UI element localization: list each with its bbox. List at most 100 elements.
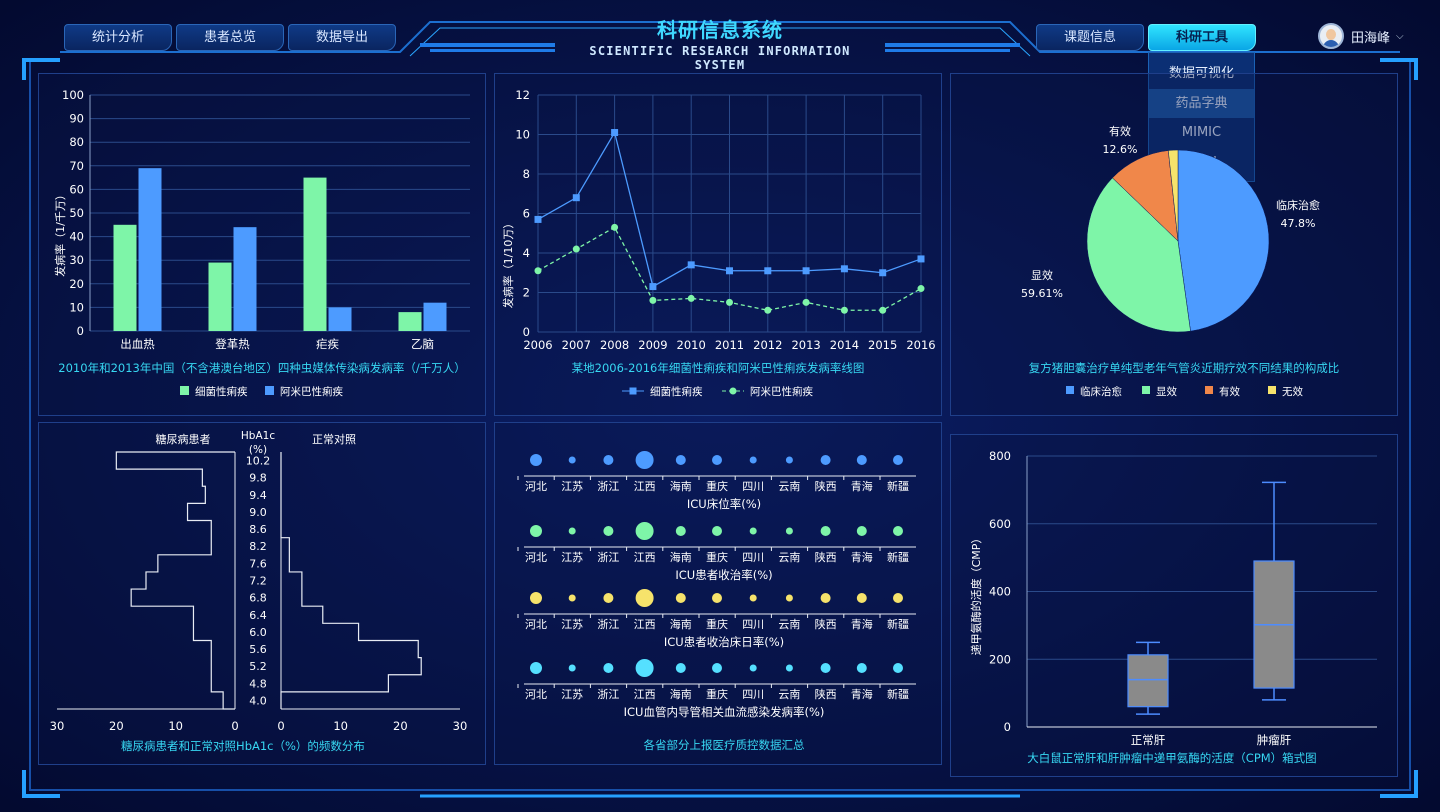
data-point xyxy=(726,298,733,306)
y-tick-label: 30 xyxy=(69,253,84,267)
menu-item-drug-dictionary[interactable]: 药品字典 xyxy=(1149,88,1254,118)
x-tick-label: 10 xyxy=(333,719,348,733)
bar xyxy=(303,177,327,331)
x-tick-label: 2006 xyxy=(523,338,552,352)
x-tick-label: 陕西 xyxy=(815,479,837,493)
dot-chart-title: 各省部分上报医疗质控数据汇总 xyxy=(644,738,805,752)
y-tick-label: 9.0 xyxy=(249,506,267,519)
line-chart-ylabel: 发病率（1/10万） xyxy=(501,218,515,309)
data-point xyxy=(785,527,793,535)
y-tick-label: 6.4 xyxy=(249,609,267,622)
data-point xyxy=(917,285,925,293)
x-tick-label: 乙脑 xyxy=(411,337,434,351)
y-tick-label: 8.6 xyxy=(249,523,267,536)
x-tick-label: 江苏 xyxy=(561,618,583,631)
x-tick-label: 河北 xyxy=(525,618,547,631)
data-point xyxy=(611,129,619,137)
legend-swatch xyxy=(1268,386,1276,394)
data-point xyxy=(712,663,722,673)
data-point xyxy=(675,593,686,603)
bar xyxy=(208,262,232,331)
x-tick-label: 云南 xyxy=(778,480,800,493)
x-tick-label: 江西 xyxy=(634,480,656,493)
data-point xyxy=(785,594,793,602)
x-tick-label: 海南 xyxy=(670,479,692,493)
data-point xyxy=(840,265,848,273)
pie-chart-title: 复方猪胆囊治疗单纯型老年气管炎近期疗效不同结果的构成比 xyxy=(1029,361,1340,375)
x-tick-label: 0 xyxy=(277,719,284,733)
legend-swatch xyxy=(180,386,189,395)
row-label: ICU患者收治率(%) xyxy=(675,568,772,582)
tab-patient-overview[interactable]: 患者总览 xyxy=(176,24,284,51)
butterfly-chart: 糖尿病患者 正常对照 HbA1c (%) 糖尿病患者和正常对照HbA1c（%）的… xyxy=(50,430,468,753)
menu-item-mimic[interactable]: MIMIC xyxy=(1181,125,1222,140)
row-label: ICU血管内导管相关血流感染发病率(%) xyxy=(624,705,825,719)
data-point xyxy=(820,526,831,536)
y-tick-label: 90 xyxy=(69,112,84,126)
data-point xyxy=(749,456,757,464)
x-tick-label: 浙江 xyxy=(597,551,619,564)
legend-label: 有效 xyxy=(1219,385,1241,398)
data-point xyxy=(675,455,686,465)
data-point xyxy=(572,245,580,253)
data-point xyxy=(603,526,614,536)
legend-label: 细菌性痢疾 xyxy=(650,385,703,398)
data-point xyxy=(603,663,614,673)
user-menu[interactable]: 田海峰 ⌵ xyxy=(1318,22,1404,50)
x-tick-label: 江苏 xyxy=(561,551,583,564)
y-tick-label: 600 xyxy=(989,517,1011,531)
bar-chart-title: 2010年和2013年中国（不含港澳台地区）四种虫媒体传染病发病率（/千万人） xyxy=(58,361,465,375)
pie-slice-name: 显效 xyxy=(1031,268,1053,282)
x-tick-label: 江苏 xyxy=(561,480,583,493)
y-tick-label: 12 xyxy=(515,88,530,102)
data-point xyxy=(649,283,657,291)
data-point xyxy=(802,267,810,275)
x-tick-label: 江苏 xyxy=(561,688,583,701)
tab-research-tools[interactable]: 科研工具 xyxy=(1148,24,1256,51)
data-point xyxy=(879,306,887,314)
data-point xyxy=(820,593,831,603)
y-tick-label: 10 xyxy=(69,300,84,314)
x-tick-label: 河北 xyxy=(525,480,547,493)
tab-statistics[interactable]: 统计分析 xyxy=(64,24,172,51)
panel-box-chart xyxy=(950,434,1398,777)
y-tick-label: 40 xyxy=(69,230,84,244)
y-tick-label: 8 xyxy=(523,167,530,181)
x-tick-label: 2014 xyxy=(830,338,859,352)
x-tick-label: 青海 xyxy=(851,617,873,631)
data-point xyxy=(687,294,695,302)
y-tick-label: 7.2 xyxy=(249,575,267,588)
data-point xyxy=(893,593,903,603)
data-point xyxy=(568,594,576,602)
y-tick-label: 8.2 xyxy=(249,540,267,553)
y-tick-label: 200 xyxy=(989,652,1011,666)
x-tick-label: 海南 xyxy=(670,687,692,701)
x-tick-label: 新疆 xyxy=(887,479,909,493)
tab-data-export[interactable]: 数据导出 xyxy=(288,24,396,51)
butterfly-chart-title: 糖尿病患者和正常对照HbA1c（%）的频数分布 xyxy=(121,739,365,753)
box-chart: 递甲氨酶的活度（CMP） 大白鼠正常肝和肝肿瘤中递甲氨酶的活度（CPM）箱式图 … xyxy=(969,449,1377,765)
tab-project-info[interactable]: 课题信息 xyxy=(1036,24,1144,51)
x-tick-label: 海南 xyxy=(670,617,692,631)
data-point xyxy=(568,456,576,464)
y-tick-label: 6.0 xyxy=(249,626,267,639)
y-tick-label: 5.2 xyxy=(249,660,267,673)
x-tick-label: 云南 xyxy=(778,688,800,701)
data-point xyxy=(749,664,757,672)
legend-marker xyxy=(629,387,637,395)
x-tick-label: 江西 xyxy=(634,551,656,564)
x-tick-label: 出血热 xyxy=(120,337,155,351)
x-tick-label: 2009 xyxy=(638,338,667,352)
x-tick-label: 30 xyxy=(50,719,65,733)
row-label: ICU床位率(%) xyxy=(687,497,761,511)
data-point xyxy=(764,306,772,314)
x-tick-label: 登革热 xyxy=(215,337,250,351)
legend-swatch xyxy=(1066,386,1074,394)
x-tick-label: 20 xyxy=(393,719,408,733)
x-tick-label: 四川 xyxy=(742,688,764,701)
page-title: 科研信息系统 xyxy=(657,18,783,42)
y-tick-label: 70 xyxy=(69,159,84,173)
pie-slice xyxy=(1177,149,1270,332)
box-chart-title: 大白鼠正常肝和肝肿瘤中递甲氨酶的活度（CPM）箱式图 xyxy=(1027,751,1316,765)
panel-bar-chart xyxy=(38,73,486,416)
